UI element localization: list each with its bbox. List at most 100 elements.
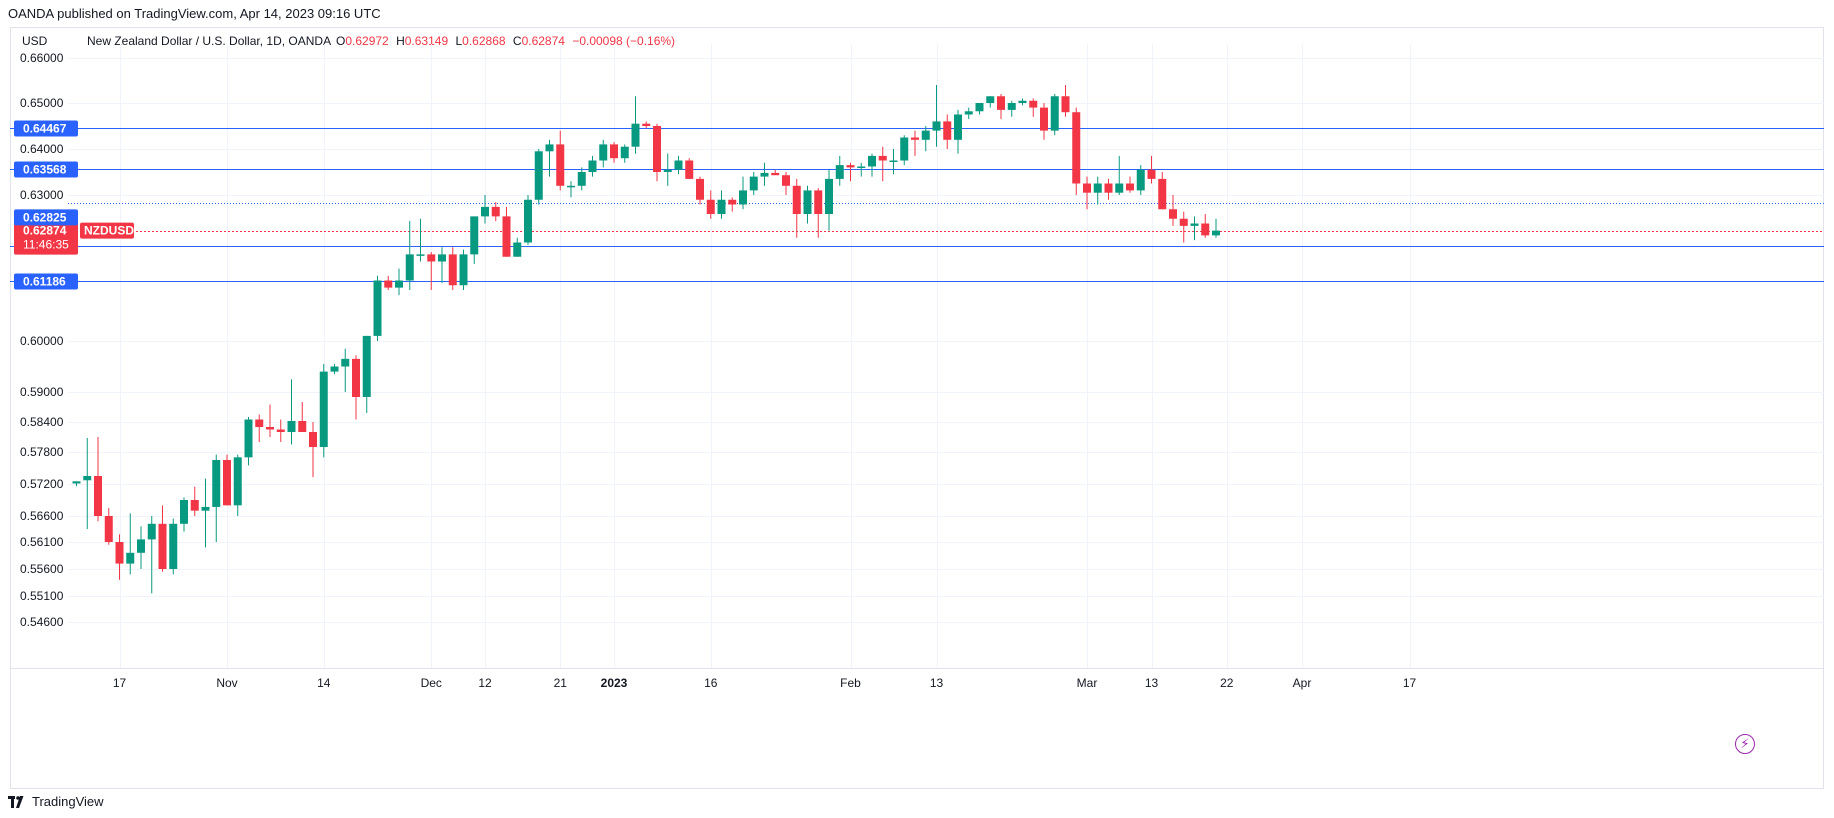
candle-body[interactable] (803, 190, 812, 214)
candle-body[interactable] (448, 254, 457, 286)
candle-body[interactable] (395, 280, 403, 288)
candle-body[interactable] (1040, 107, 1048, 131)
candle-body[interactable] (825, 178, 833, 214)
candle-body[interactable] (427, 254, 436, 262)
candle-body[interactable] (1093, 183, 1102, 193)
candle-body[interactable] (169, 523, 178, 569)
candle-body[interactable] (889, 160, 898, 163)
candle-body[interactable] (524, 199, 532, 243)
candle-body[interactable] (83, 476, 92, 481)
footer-brand[interactable]: TradingView (8, 794, 104, 809)
candle-body[interactable] (362, 335, 371, 397)
candle-body[interactable] (642, 123, 651, 126)
candle-body[interactable] (373, 280, 382, 336)
candle-body[interactable] (932, 121, 941, 131)
lightning-icon[interactable]: ⚡ (1735, 734, 1755, 754)
candle-body[interactable] (964, 111, 973, 115)
candle-body[interactable] (954, 114, 962, 140)
candle-body[interactable] (577, 172, 586, 186)
candle-body[interactable] (846, 165, 855, 168)
candle-body[interactable] (287, 421, 296, 432)
candle-body[interactable] (588, 160, 597, 173)
candle-body[interactable] (126, 552, 135, 564)
candle-body[interactable] (212, 460, 221, 507)
candle-body[interactable] (717, 199, 726, 214)
candle-body[interactable] (104, 516, 113, 542)
candle-body[interactable] (685, 160, 694, 179)
candle-body[interactable] (1179, 218, 1188, 226)
candle-body[interactable] (556, 144, 565, 186)
candle-body[interactable] (749, 176, 758, 191)
candle-body[interactable] (266, 427, 274, 430)
candle-body[interactable] (534, 151, 543, 200)
candle-body[interactable] (878, 155, 887, 161)
candle-body[interactable] (1083, 183, 1091, 193)
candle-body[interactable] (760, 172, 769, 177)
candle-body[interactable] (115, 542, 124, 564)
candle-body[interactable] (319, 371, 328, 447)
candle-body[interactable] (674, 160, 683, 170)
candle-body[interactable] (416, 254, 425, 256)
candle-body[interactable] (459, 254, 468, 286)
candle-body[interactable] (1158, 178, 1167, 210)
candle-body[interactable] (233, 457, 242, 506)
candle-body[interactable] (663, 169, 672, 172)
candle-body[interactable] (610, 144, 618, 159)
candle-body[interactable] (1212, 230, 1220, 236)
candle-body[interactable] (868, 155, 876, 167)
candle-body[interactable] (137, 539, 145, 553)
candle-body[interactable] (352, 358, 360, 397)
candle-body[interactable] (835, 165, 844, 179)
candle-body[interactable] (1169, 209, 1177, 219)
candle-body[interactable] (330, 366, 339, 372)
candle-body[interactable] (1115, 183, 1124, 193)
candle-body[interactable] (1201, 223, 1210, 236)
candle-body[interactable] (158, 523, 167, 569)
candle-body[interactable] (771, 172, 780, 176)
candle-body[interactable] (911, 137, 919, 140)
candle-body[interactable] (502, 216, 511, 257)
candle-body[interactable] (1018, 100, 1027, 103)
candle-body[interactable] (405, 254, 414, 281)
candle-body[interactable] (276, 429, 285, 433)
candle-body[interactable] (1072, 112, 1081, 184)
candle-body[interactable] (244, 419, 253, 458)
candle-body[interactable] (1126, 183, 1134, 191)
candle-body[interactable] (341, 358, 350, 367)
candle-body[interactable] (94, 476, 102, 516)
candle-body[interactable] (384, 280, 393, 288)
candle-body[interactable] (653, 126, 661, 172)
candle-body[interactable] (513, 242, 522, 257)
candle-body[interactable] (147, 523, 156, 540)
candle-body[interactable] (975, 103, 984, 112)
candle-body[interactable] (943, 121, 952, 140)
candle-body[interactable] (223, 460, 231, 506)
candle-body[interactable] (900, 137, 909, 161)
candle-body[interactable] (1029, 100, 1038, 108)
candle-body[interactable] (1136, 169, 1145, 191)
candle-body[interactable] (201, 506, 210, 511)
candle-body[interactable] (986, 96, 995, 103)
candle-body[interactable] (1007, 103, 1016, 110)
candle-body[interactable] (792, 185, 801, 214)
candle-body[interactable] (567, 185, 575, 188)
candle-body[interactable] (921, 130, 930, 140)
candle-body[interactable] (620, 146, 629, 159)
candle-body[interactable] (706, 199, 715, 214)
candle-body[interactable] (309, 432, 317, 447)
candle-body[interactable] (438, 254, 446, 262)
candle-body[interactable] (190, 500, 199, 511)
candle-body[interactable] (814, 190, 823, 214)
symbol-description[interactable]: New Zealand Dollar / U.S. Dollar, 1D, OA… (87, 34, 332, 48)
candle-body[interactable] (72, 481, 81, 484)
candle-body[interactable] (545, 144, 554, 152)
candle-body[interactable] (1190, 223, 1199, 226)
candle-body[interactable] (997, 96, 1005, 110)
candle-body[interactable] (782, 175, 790, 186)
candle-body[interactable] (631, 123, 640, 147)
candle-body[interactable] (255, 419, 264, 428)
candle-body[interactable] (696, 178, 704, 200)
candle-body[interactable] (1050, 96, 1059, 131)
candle-body[interactable] (739, 190, 747, 205)
